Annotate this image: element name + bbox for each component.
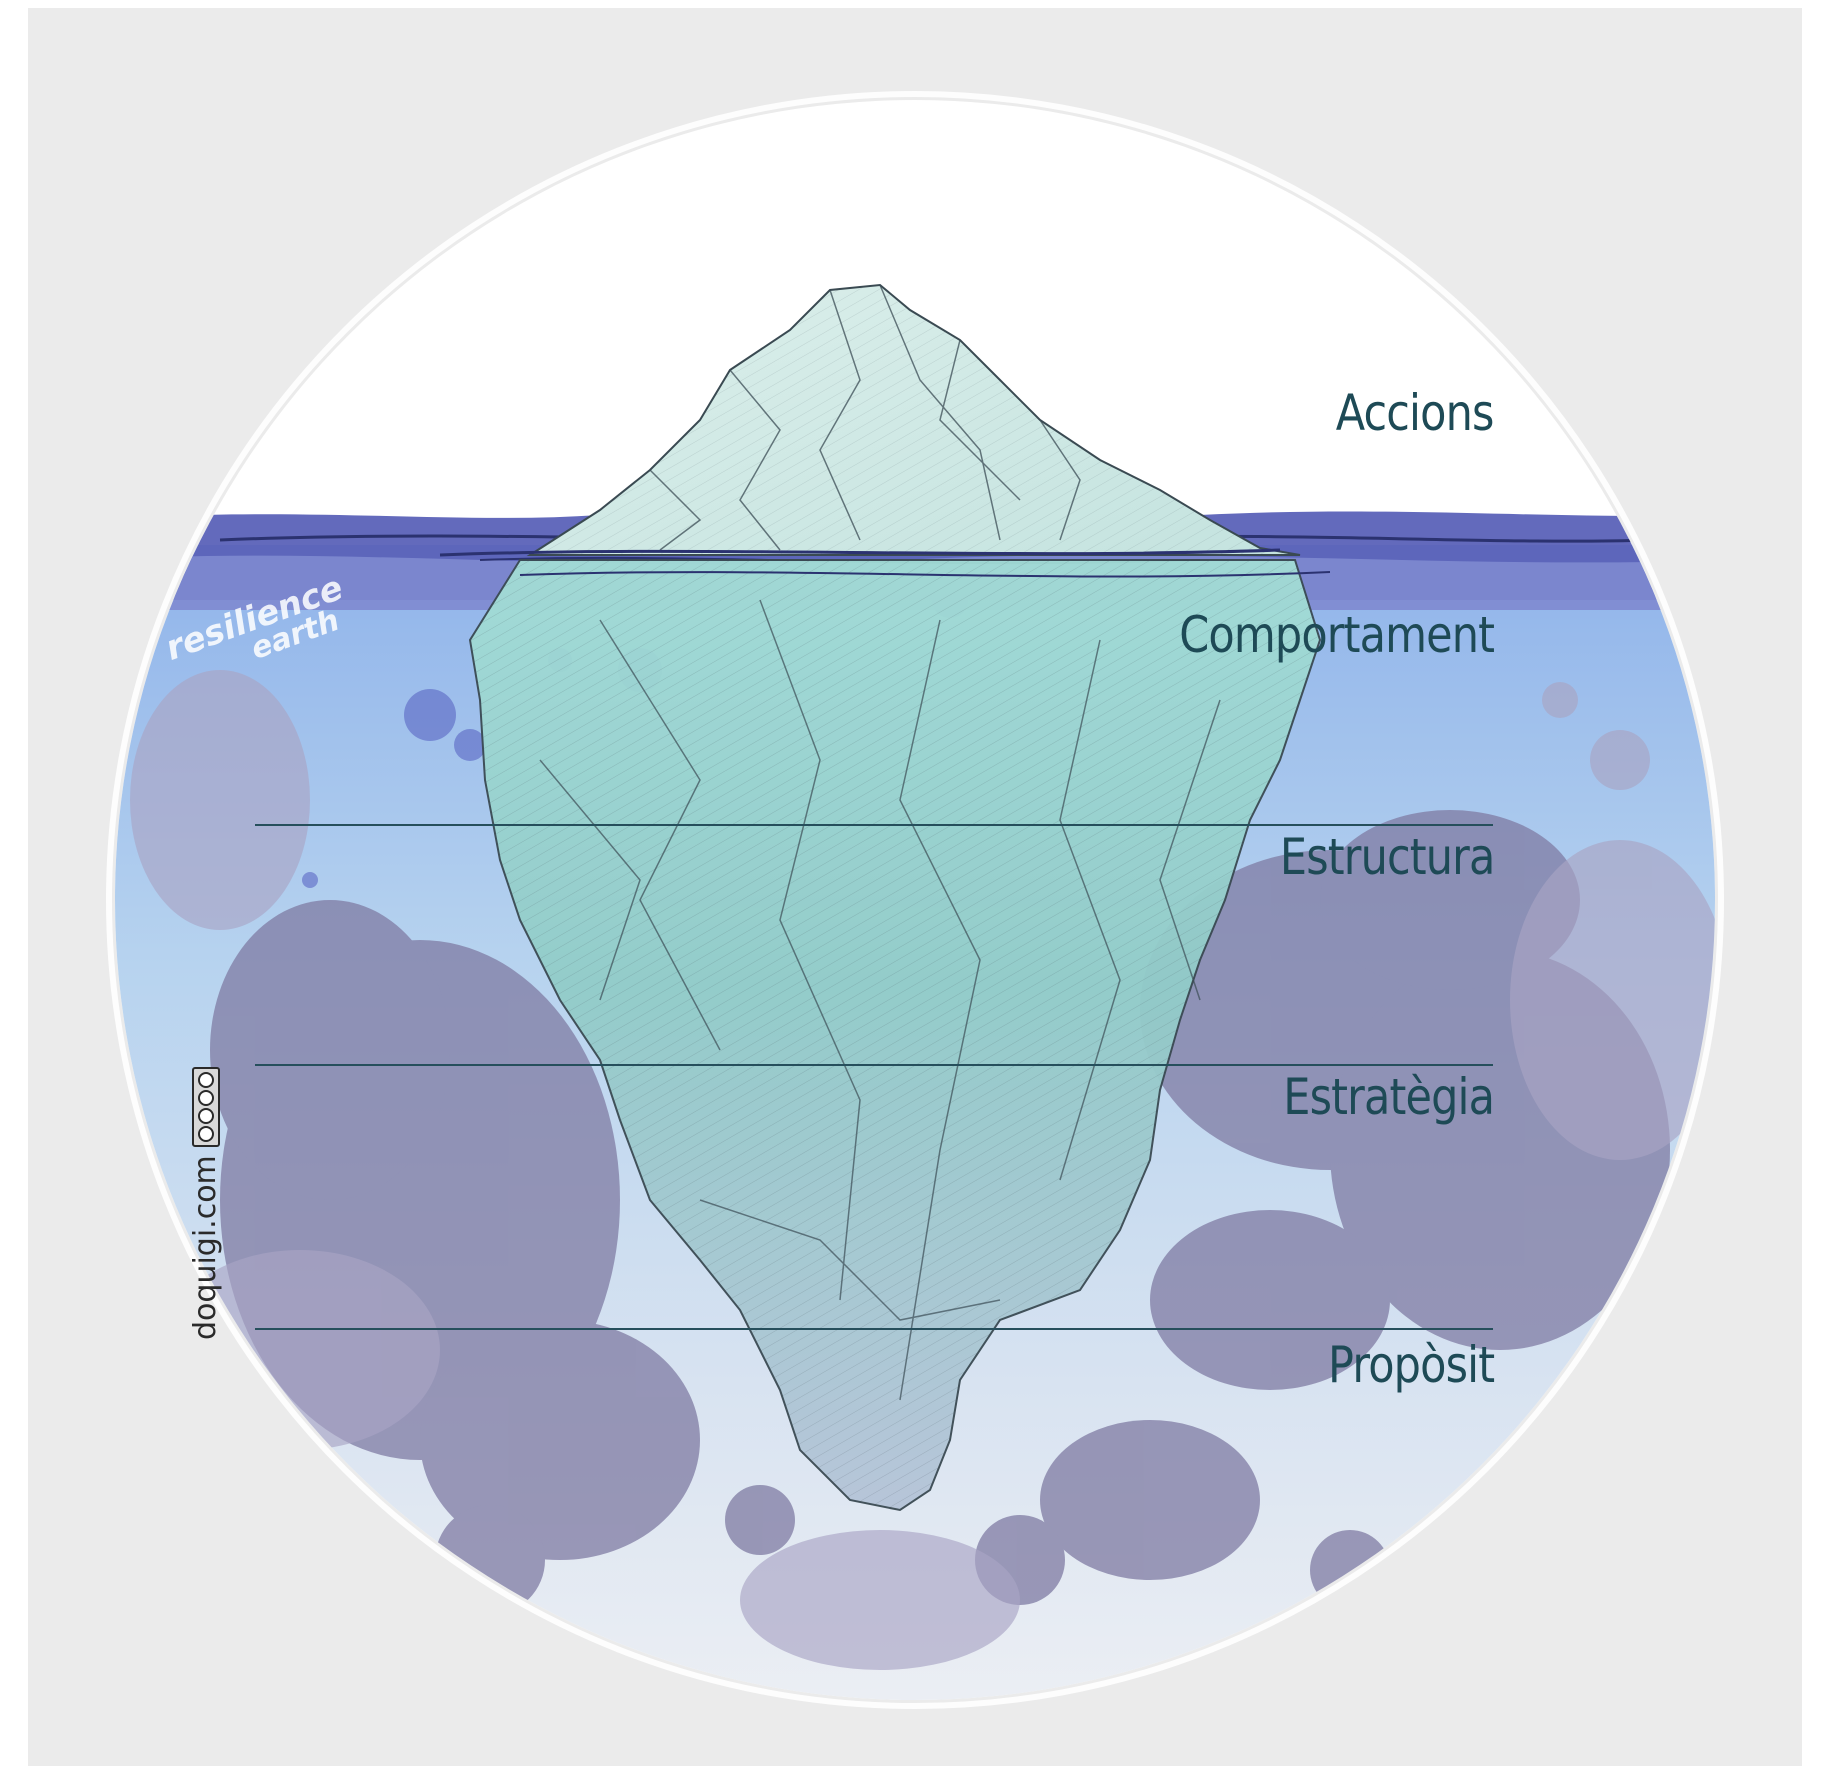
level-label-estructura: Estructura: [1279, 828, 1494, 886]
level-label-accions: Accions: [1336, 384, 1495, 442]
level-divider: [255, 1064, 1493, 1066]
level-divider: [255, 824, 1493, 826]
level-label-estrategia: Estratègia: [1283, 1068, 1495, 1126]
iceberg-facets-top: [649, 284, 1081, 551]
level-divider: [255, 1328, 1493, 1330]
iceberg-facets-under: [539, 599, 1221, 1401]
level-label-proposit: Propòsit: [1327, 1336, 1495, 1394]
author-credit: doquigi.com: [188, 1067, 223, 1340]
credit-text: doquigi.com: [188, 1155, 223, 1340]
creative-commons-by-nc-sa-icon: [191, 1067, 220, 1148]
level-label-comportament: Comportament: [1179, 606, 1495, 664]
